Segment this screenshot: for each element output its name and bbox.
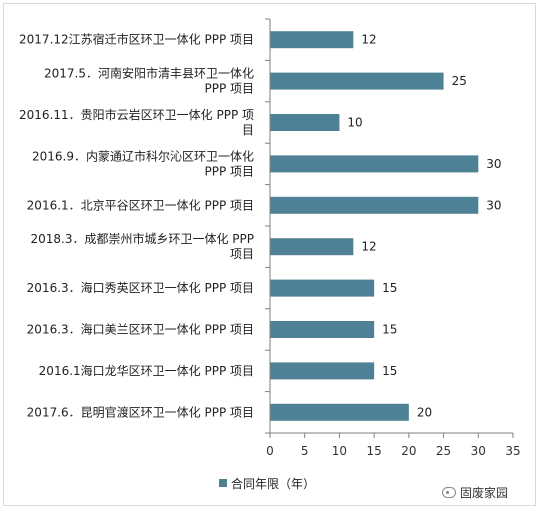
bar [270,31,354,49]
category-label: 2018.3．成都崇州市城乡环卫一体化 PPP 项目 [30,231,254,261]
bar [270,196,479,214]
value-label: 30 [486,198,501,212]
x-tick-label: 5 [301,444,309,458]
axes: 0 5 10 15 20 25 30 35 [265,18,521,458]
wechat-icon [442,487,456,498]
value-label: 12 [361,33,376,47]
category-label: 2016.11．贵阳市云岩区环卫一体化 PPP 项目 [19,107,254,137]
watermark-text: 固废家园 [460,486,509,500]
category-label-line: PPP 项目 [204,164,254,178]
value-label: 15 [382,281,397,295]
bar [270,321,375,338]
bar [270,362,375,380]
value-labels: 12 25 10 30 30 12 15 15 15 20 [347,33,501,420]
bars [270,31,479,421]
category-label: 2016.9．内蒙通辽市科尔沁区环卫一体化 PPP 项目 [32,148,254,178]
value-label: 30 [486,157,501,171]
legend: 合同年限（年） [219,476,315,491]
category-label-line: PPP 项目 [204,82,254,96]
category-label-line: 2016.1海口龙华区环卫一体化 PPP 项目 [39,363,254,378]
x-tick-label: 15 [367,444,382,458]
category-label: 2016.1海口龙华区环卫一体化 PPP 项目 [39,363,254,378]
legend-label: 合同年限（年） [231,476,315,491]
value-label: 15 [382,323,397,337]
x-tick-label: 10 [332,444,347,458]
x-tick-label: 30 [471,444,486,458]
watermark: 固废家园 [442,484,508,501]
category-label-line: 2016.9．内蒙通辽市科尔沁区环卫一体化 [32,148,254,163]
bar [270,114,340,131]
value-label: 25 [452,74,467,88]
bar [270,403,409,421]
category-label-line: 项目 [230,247,254,261]
value-label: 12 [361,240,376,254]
value-label: 15 [382,364,397,378]
category-label: 2017.12江苏宿迁市区环卫一体化 PPP 项目 [19,32,254,47]
category-label-line: 2016.3．海口美兰区环卫一体化 PPP 项目 [27,322,254,337]
x-tick-label: 35 [505,444,520,458]
category-label-line: 2017.6．昆明官渡区环卫一体化 PPP 项目 [27,404,254,419]
x-tick-label: 0 [266,444,274,458]
category-labels: 2017.12江苏宿迁市区环卫一体化 PPP 项目 2017.5．河南安阳市清丰县… [19,32,254,420]
bar [270,279,375,297]
category-label-line: 2016.11．贵阳市云岩区环卫一体化 PPP 项 [19,107,254,122]
category-label-line: 2017.5．河南安阳市清丰县环卫一体化 [44,66,254,81]
category-label: 2016.3．海口美兰区环卫一体化 PPP 项目 [27,322,254,337]
legend-swatch [219,479,227,487]
value-label: 10 [347,116,362,130]
category-label: 2017.5．河南安阳市清丰县环卫一体化 PPP 项目 [44,66,254,96]
x-tick-label: 25 [436,444,451,458]
category-label-line: 2018.3．成都崇州市城乡环卫一体化 PPP [30,231,254,246]
category-label-line: 2016.1．北京平谷区环卫一体化 PPP 项目 [27,198,254,212]
category-label: 2016.3．海口秀英区环卫一体化 PPP 项目 [27,280,254,295]
category-label-line: 2016.3．海口秀英区环卫一体化 PPP 项目 [27,280,254,295]
value-label: 20 [417,405,432,419]
bar [270,155,479,173]
category-label: 2017.6．昆明官渡区环卫一体化 PPP 项目 [27,404,254,419]
category-label-line: 目 [242,123,254,137]
bar [270,72,444,90]
category-label-line: 2017.12江苏宿迁市区环卫一体化 PPP 项目 [19,32,254,47]
category-label: 2016.1．北京平谷区环卫一体化 PPP 项目 [27,198,254,212]
x-tick-label: 20 [401,444,416,458]
bar [270,238,354,256]
